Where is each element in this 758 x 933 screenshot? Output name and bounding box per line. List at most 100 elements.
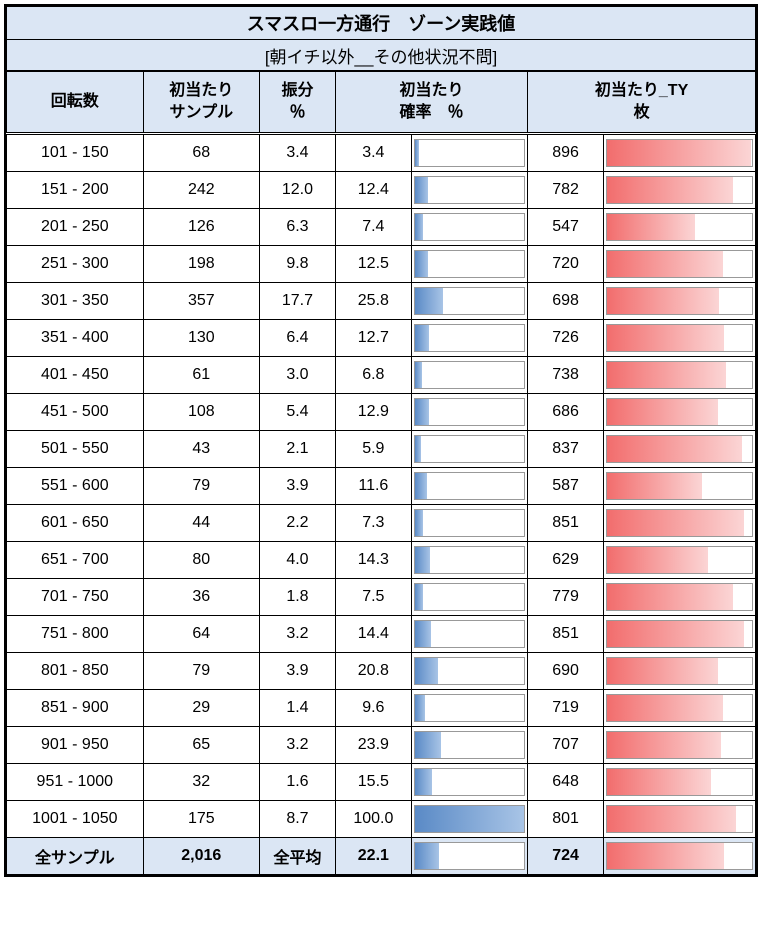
bar-cell-prob (411, 394, 527, 431)
cell-prob: 9.6 (335, 690, 411, 727)
cell-sample: 108 (143, 394, 259, 431)
bar-cell-prob (411, 653, 527, 690)
cell-prob: 14.4 (335, 616, 411, 653)
cell-prob: 12.7 (335, 320, 411, 357)
cell-sample: 79 (143, 468, 259, 505)
cell-dist: 9.8 (260, 246, 336, 283)
table-row: 951 - 1000321.615.5648 (7, 764, 756, 801)
cell-prob: 14.3 (335, 542, 411, 579)
cell-ty: 738 (528, 357, 604, 394)
cell-range: 201 - 250 (7, 209, 144, 246)
table-row: 551 - 600793.911.6587 (7, 468, 756, 505)
cell-range: 251 - 300 (7, 246, 144, 283)
cell-sample: 80 (143, 542, 259, 579)
bar-cell-ty (604, 134, 756, 172)
summary-ty: 724 (528, 838, 604, 875)
cell-dist: 1.8 (260, 579, 336, 616)
bar-cell-ty (604, 690, 756, 727)
cell-prob: 7.5 (335, 579, 411, 616)
table-row: 651 - 700804.014.3629 (7, 542, 756, 579)
cell-ty: 782 (528, 172, 604, 209)
cell-dist: 12.0 (260, 172, 336, 209)
summary-prob: 22.1 (335, 838, 411, 875)
bar-cell-prob (411, 727, 527, 764)
cell-range: 401 - 450 (7, 357, 144, 394)
cell-ty: 801 (528, 801, 604, 838)
cell-sample: 68 (143, 134, 259, 172)
cell-ty: 837 (528, 431, 604, 468)
summary-sample: 2,016 (143, 838, 259, 875)
cell-prob: 5.9 (335, 431, 411, 468)
bar-cell-prob (411, 468, 527, 505)
table-row: 201 - 2501266.37.4547 (7, 209, 756, 246)
cell-sample: 65 (143, 727, 259, 764)
bar-cell-prob (411, 357, 527, 394)
cell-dist: 3.0 (260, 357, 336, 394)
summary-label: 全サンプル (7, 838, 144, 875)
cell-dist: 8.7 (260, 801, 336, 838)
cell-prob: 23.9 (335, 727, 411, 764)
bar-cell-ty (604, 801, 756, 838)
table-row: 301 - 35035717.725.8698 (7, 283, 756, 320)
cell-sample: 29 (143, 690, 259, 727)
table-row: 901 - 950653.223.9707 (7, 727, 756, 764)
bar-cell-ty (604, 357, 756, 394)
cell-sample: 36 (143, 579, 259, 616)
bar-cell-ty (604, 209, 756, 246)
table-body: 101 - 150683.43.4896151 - 20024212.012.4… (7, 134, 756, 875)
bar-cell-prob (411, 246, 527, 283)
cell-dist: 3.4 (260, 134, 336, 172)
cell-range: 801 - 850 (7, 653, 144, 690)
summary-row: 全サンプル2,016全平均22.1724 (7, 838, 756, 875)
cell-prob: 12.4 (335, 172, 411, 209)
bar-cell-prob (411, 172, 527, 209)
table-row: 351 - 4001306.412.7726 (7, 320, 756, 357)
cell-range: 651 - 700 (7, 542, 144, 579)
cell-ty: 851 (528, 505, 604, 542)
cell-dist: 3.2 (260, 727, 336, 764)
cell-range: 101 - 150 (7, 134, 144, 172)
cell-dist: 3.9 (260, 653, 336, 690)
col-header-ty: 初当たり_TY枚 (528, 71, 756, 134)
table-row: 701 - 750361.87.5779 (7, 579, 756, 616)
table-row: 801 - 850793.920.8690 (7, 653, 756, 690)
cell-prob: 12.9 (335, 394, 411, 431)
table-row: 751 - 800643.214.4851 (7, 616, 756, 653)
cell-sample: 64 (143, 616, 259, 653)
cell-dist: 3.9 (260, 468, 336, 505)
cell-range: 901 - 950 (7, 727, 144, 764)
cell-range: 301 - 350 (7, 283, 144, 320)
bar-cell-ty (604, 579, 756, 616)
cell-sample: 357 (143, 283, 259, 320)
bar-cell-prob (411, 764, 527, 801)
table-row: 851 - 900291.49.6719 (7, 690, 756, 727)
cell-ty: 547 (528, 209, 604, 246)
bar-cell-ty (604, 172, 756, 209)
cell-prob: 20.8 (335, 653, 411, 690)
table-row: 151 - 20024212.012.4782 (7, 172, 756, 209)
col-header-prob: 初当たり確率 ％ (335, 71, 527, 134)
cell-prob: 15.5 (335, 764, 411, 801)
cell-dist: 5.4 (260, 394, 336, 431)
bar-cell-ty (604, 727, 756, 764)
cell-range: 151 - 200 (7, 172, 144, 209)
cell-prob: 100.0 (335, 801, 411, 838)
cell-ty: 719 (528, 690, 604, 727)
table-row: 251 - 3001989.812.5720 (7, 246, 756, 283)
bar-cell-ty (604, 283, 756, 320)
cell-sample: 198 (143, 246, 259, 283)
cell-dist: 1.4 (260, 690, 336, 727)
bar-cell-ty (604, 431, 756, 468)
cell-ty: 690 (528, 653, 604, 690)
cell-ty: 686 (528, 394, 604, 431)
cell-prob: 7.3 (335, 505, 411, 542)
bar-cell-ty (604, 468, 756, 505)
cell-range: 751 - 800 (7, 616, 144, 653)
cell-ty: 698 (528, 283, 604, 320)
col-header-dist: 振分％ (260, 71, 336, 134)
bar-cell-ty (604, 764, 756, 801)
cell-sample: 43 (143, 431, 259, 468)
cell-dist: 3.2 (260, 616, 336, 653)
bar-cell-ty (604, 653, 756, 690)
bar-cell-prob (411, 209, 527, 246)
